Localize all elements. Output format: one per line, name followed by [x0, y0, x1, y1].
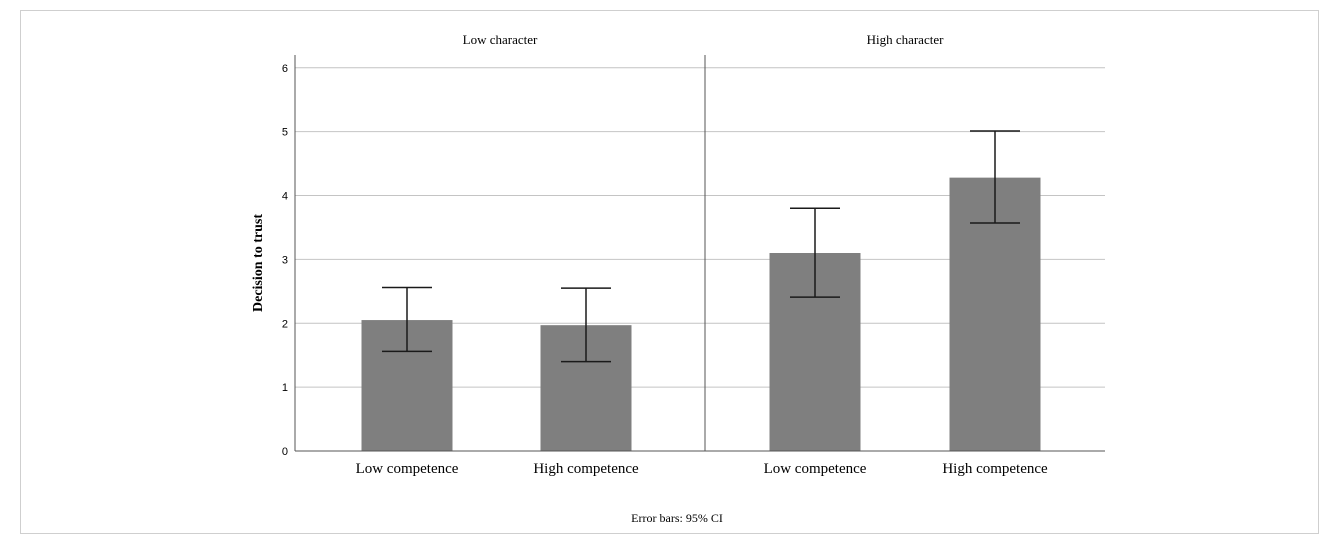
labels: 0 1 2 3 4 5 6 Low character Low competence High c… — [282, 32, 1048, 477]
chart-frame — [20, 10, 1319, 534]
y-tick-label: 0 — [282, 446, 288, 458]
panel-title: Low character — [463, 32, 538, 47]
axes — [294, 55, 1105, 452]
y-tick-label: 6 — [282, 63, 288, 75]
x-tick-label: High competence — [533, 461, 639, 477]
panel-title: High character — [867, 32, 945, 47]
bars — [361, 177, 1041, 451]
y-axis-label: Decision to trust — [251, 214, 266, 312]
y-tick-label: 5 — [282, 127, 288, 139]
y-tick-label: 3 — [282, 254, 288, 266]
x-tick-label: Low competence — [356, 461, 459, 477]
error-bar-caption: Error bars: 95% CI — [631, 511, 723, 525]
x-tick-label: Low competence — [764, 461, 867, 477]
y-tick-label: 2 — [282, 318, 288, 330]
y-tick-label: 1 — [282, 382, 288, 394]
y-tick-label: 4 — [282, 191, 288, 203]
error-bars — [382, 130, 1020, 363]
x-tick-label: High competence — [942, 461, 1048, 477]
